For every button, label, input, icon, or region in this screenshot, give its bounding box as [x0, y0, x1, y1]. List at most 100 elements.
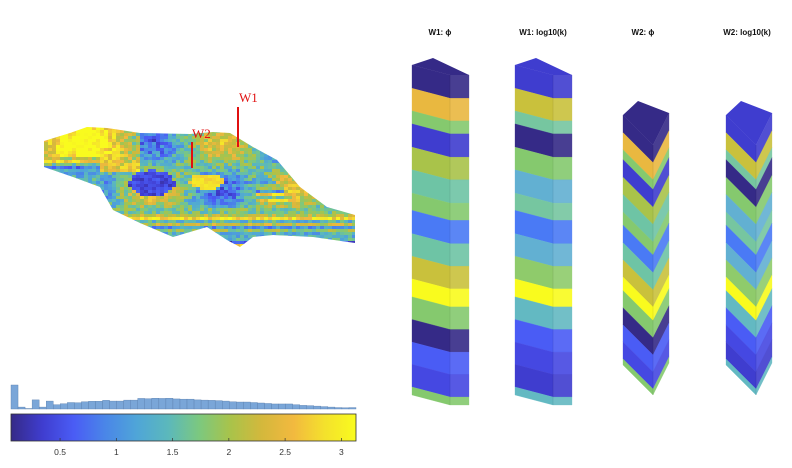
model-cell [256, 235, 261, 239]
model-cell [104, 139, 109, 143]
model-cell [236, 160, 241, 164]
model-cell [88, 160, 93, 164]
model-cell [236, 214, 241, 218]
model-cell [136, 193, 141, 197]
model-cell [112, 163, 117, 167]
model-cell [56, 127, 61, 131]
model-cell [336, 190, 341, 194]
model-cell [76, 148, 81, 152]
model-cell [104, 169, 109, 173]
model-cell [348, 205, 353, 209]
model-cell [60, 193, 65, 197]
model-cell [232, 178, 237, 182]
model-cell [312, 187, 317, 191]
model-cell [280, 151, 285, 155]
model-cell [200, 178, 205, 182]
model-cell [308, 238, 313, 242]
model-cell [252, 151, 257, 155]
model-cell [104, 187, 109, 191]
model-cell [212, 127, 217, 128]
model-cell [208, 217, 213, 221]
model-cell [120, 226, 125, 230]
model-cell [272, 172, 277, 176]
model-cell [264, 184, 269, 188]
model-cell [164, 208, 169, 212]
model-cell [132, 211, 137, 215]
model-cell [132, 151, 137, 155]
model-cell [72, 154, 77, 158]
model-cell [80, 214, 85, 218]
model-cell [156, 172, 161, 176]
model-cell [220, 151, 225, 155]
model-cell [100, 217, 105, 221]
model-cell [140, 184, 145, 188]
model-cell [304, 127, 309, 128]
model-cell [328, 157, 333, 161]
model-cell [356, 232, 360, 235]
model-cell [100, 187, 105, 191]
model-cell [60, 175, 65, 179]
model-cell [44, 142, 49, 146]
model-cell [256, 247, 260, 250]
model-cell [88, 196, 93, 200]
model-cell [76, 169, 81, 173]
model-cell [328, 205, 333, 209]
model-cell [276, 172, 281, 176]
model-cell [316, 151, 321, 155]
model-cell [284, 199, 289, 203]
model-cell [132, 178, 137, 182]
model-cell [248, 211, 253, 215]
model-cell [248, 127, 253, 131]
model-cell [104, 241, 109, 245]
model-cell [324, 199, 329, 203]
model-cell [220, 193, 225, 197]
model-cell [44, 247, 48, 250]
model-cell [92, 127, 97, 131]
model-cell [56, 169, 61, 173]
model-cell [52, 136, 57, 140]
model-cell [112, 145, 117, 149]
model-cell [276, 193, 281, 197]
model-cell [316, 163, 321, 167]
model-cell [204, 247, 208, 250]
model-cell [264, 148, 269, 152]
well-column-1: W1: ϕ [411, 28, 470, 406]
model-cell [244, 166, 249, 170]
model-cell [68, 202, 73, 206]
model-cell [168, 148, 173, 152]
model-cell [104, 184, 109, 188]
model-cell [228, 160, 233, 164]
model-cell [168, 202, 173, 206]
model-cell [340, 136, 345, 140]
model-cell [64, 184, 69, 188]
model-cell [264, 223, 269, 227]
model-cell [224, 211, 229, 215]
model-cell [232, 247, 236, 250]
model-cell [148, 193, 153, 197]
model-cell [84, 127, 89, 128]
model-cell [188, 178, 193, 182]
model-cell [280, 142, 285, 146]
model-cell [144, 145, 149, 149]
model-cell [112, 202, 117, 206]
model-cell [180, 148, 185, 152]
model-cell [100, 202, 105, 206]
model-cell [164, 148, 169, 152]
model-cell [240, 136, 245, 140]
model-cell [192, 136, 197, 140]
model-cell [120, 127, 125, 131]
model-cell [268, 136, 273, 140]
model-cell [140, 175, 145, 179]
model-cell [256, 208, 261, 212]
model-cell [144, 127, 149, 128]
model-cell [300, 190, 305, 194]
model-cell [184, 142, 189, 146]
model-cell [48, 217, 53, 221]
model-cell [80, 145, 85, 149]
model-cell [176, 247, 180, 250]
model-cell [312, 214, 317, 218]
model-cell [264, 163, 269, 167]
model-cell [80, 139, 85, 143]
model-cell [80, 172, 85, 176]
model-cell [88, 244, 93, 247]
